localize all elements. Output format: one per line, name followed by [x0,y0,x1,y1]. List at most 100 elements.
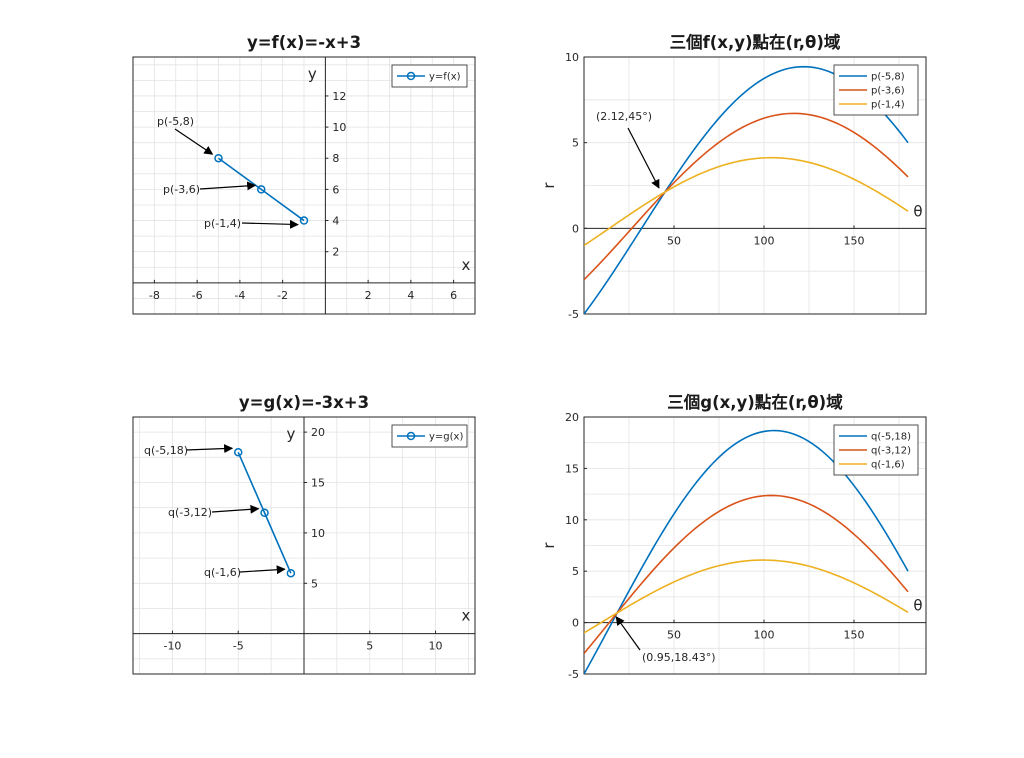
series-line [237,451,292,574]
data-point [260,508,269,517]
y-tick-label: 10 [311,527,325,540]
x-tick-label: 2 [365,289,372,302]
legend-box [391,64,468,88]
series-line [584,559,909,634]
plot-frame [583,416,927,675]
legend: y=f(x) [391,64,468,88]
annotation-label: (2.12,45°) [596,110,652,123]
data-point [299,216,309,225]
x-tick-label: -5 [233,640,244,653]
annotation-label: q(-3,12) [168,506,212,519]
legend-label: y=g(x) [429,432,463,443]
x-tick-label: 5 [366,640,373,653]
legend-label: p(-3,6) [871,86,905,97]
y-tick-label: 12 [332,90,346,103]
data-point [214,153,223,163]
x-tick-label: 50 [667,629,681,642]
series-line [584,156,909,247]
legend-label: p(-5,8) [871,72,905,83]
x-tick-label: 100 [754,629,775,642]
annotation-label: p(-1,4) [204,217,241,230]
annotation-arrow [241,219,299,229]
data-layer [584,429,909,674]
x-tick-label: -2 [277,289,288,302]
x-axis-label: x [462,607,471,625]
y-tick-label: 15 [311,477,325,490]
series-line [584,494,909,654]
legend: p(-5,8) p(-3,6) p(-1,4) [833,64,919,116]
data-point [233,448,243,457]
series-line [218,157,305,222]
annotation-label: (0.95,18.43°) [642,651,716,664]
y-tick-label: 15 [565,462,579,475]
annotation-arrow [615,616,641,651]
y-tick-label: 10 [565,51,579,64]
y-tick-label: 10 [565,514,579,527]
plot-f-cartesian: -8 -6 -4 -2 2 4 6 2 4 6 8 10 12 y=f(x)=-x+3 x y p(-5,8) p… [132,33,476,315]
x-tick-label: 4 [407,289,414,302]
y-axis-label: y [308,65,317,83]
x-tick-label: 10 [429,640,443,653]
annotation-arrow [199,181,257,191]
y-tick-label: 5 [572,565,579,578]
data-layer [214,153,309,225]
y-tick-label: 5 [572,137,579,150]
plot-g-cartesian: -10 -5 5 10 5 10 15 20 y=g(x)=-3x+3 x y q(-5,18) q(-… [132,393,476,675]
data-point [286,568,296,578]
series-line [584,429,909,674]
annotation-arrow [239,565,286,575]
y-tick-label: 0 [572,617,579,630]
legend-label: q(-1,6) [871,460,905,471]
y-tick-label: 20 [311,426,325,439]
plot-title: 三個g(x,y)點在(r,θ)域 [667,392,843,412]
legend: y=g(x) [391,424,468,448]
annotation-arrow [627,127,660,189]
y-tick-label: 20 [565,411,579,424]
x-tick-label: 150 [844,234,865,247]
plot-g-polar-domain: 50 100 150 -5 0 5 10 15 20 三個g(x,y)點在(r,θ)域 θ r (0.9… [540,392,927,681]
y-axis-label: r [540,182,558,189]
x-tick-label: -4 [234,289,245,302]
plot-title: y=f(x)=-x+3 [247,33,361,52]
annotation-arrow [185,444,234,454]
y-tick-label: 2 [332,246,339,259]
annotation-label: q(-5,18) [144,444,188,457]
annotation-arrow [211,504,260,514]
annotation-label: p(-3,6) [163,183,200,196]
x-tick-label: 150 [844,629,865,642]
x-tick-label: 50 [667,234,681,247]
data-layer [233,448,296,578]
y-tick-label: -5 [568,668,579,681]
x-tick-label: 6 [450,289,457,302]
annotation-label: q(-1,6) [204,566,241,579]
x-tick-label: -10 [163,640,181,653]
legend-label: q(-5,18) [871,432,911,443]
plot-title: y=g(x)=-3x+3 [239,393,369,412]
annotation-label: p(-5,8) [157,115,194,128]
plot-f-polar-domain: 50 100 150 -5 0 5 10 三個f(x,y)點在(r,θ)域 θ r (2.12,45… [540,32,927,321]
y-tick-label: 8 [332,152,339,165]
y-tick-label: 6 [332,183,339,196]
legend-marker [406,71,416,81]
x-tick-label: -6 [192,289,203,302]
plot-title: 三個f(x,y)點在(r,θ)域 [670,32,841,52]
y-tick-label: -5 [568,308,579,321]
legend-marker [406,431,416,441]
x-tick-label: 100 [754,234,775,247]
legend-label: y=f(x) [429,72,461,83]
data-point [257,185,266,194]
x-axis-label: x [462,256,471,274]
x-axis-label: θ [913,202,922,220]
legend-box [391,424,468,448]
y-axis-label: y [287,425,296,443]
plot-frame [132,56,476,315]
y-tick-label: 0 [572,222,579,235]
x-axis-label: θ [913,597,922,615]
plot-frame [583,56,927,315]
series-line [584,112,909,281]
y-tick-label: 10 [332,121,346,134]
y-tick-label: 5 [311,577,318,590]
y-tick-label: 4 [332,215,339,228]
legend-label: p(-1,4) [871,100,905,111]
